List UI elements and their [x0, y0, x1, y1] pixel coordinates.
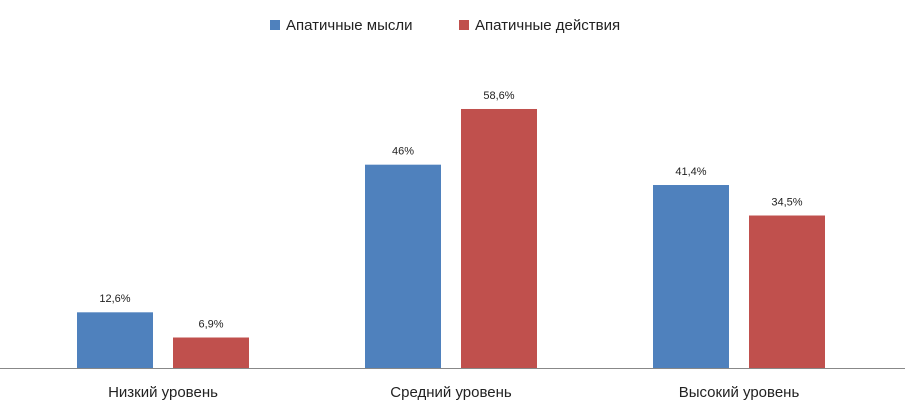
bar — [77, 312, 153, 368]
legend-swatch — [459, 20, 469, 30]
legend-label: Апатичные мысли — [286, 17, 413, 34]
bar — [461, 108, 537, 368]
x-tick-label: Средний уровень — [390, 384, 512, 401]
legend-swatch — [270, 20, 280, 30]
value-label: 46% — [392, 146, 414, 158]
value-label: 12,6% — [99, 293, 130, 305]
x-tick-label: Высокий уровень — [679, 384, 800, 401]
value-label: 34,5% — [771, 196, 802, 208]
bar — [653, 185, 729, 368]
value-label: 58,6% — [483, 90, 514, 102]
bar — [173, 337, 249, 368]
legend-label: Апатичные действия — [475, 17, 620, 34]
bar — [365, 164, 441, 368]
bar — [749, 215, 825, 368]
value-label: 6,9% — [198, 318, 223, 330]
value-label: 41,4% — [675, 166, 706, 178]
x-tick-label: Низкий уровень — [108, 384, 218, 401]
